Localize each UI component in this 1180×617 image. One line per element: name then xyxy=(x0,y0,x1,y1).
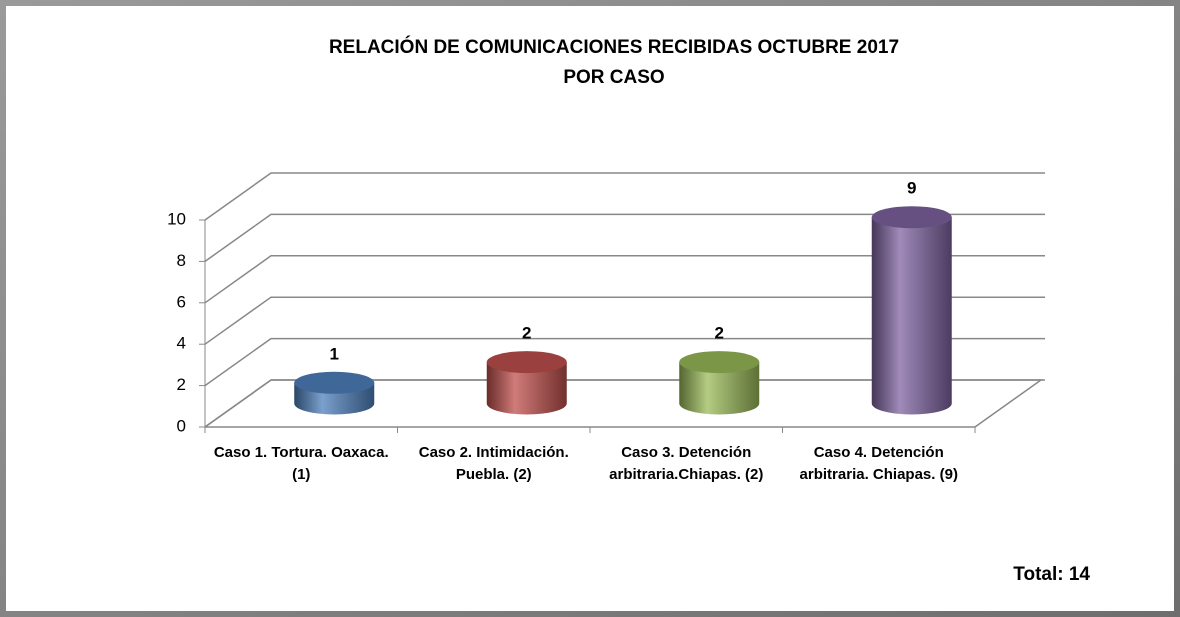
bar xyxy=(294,371,375,415)
bar xyxy=(871,206,952,415)
grid-line xyxy=(204,337,1045,387)
grid-line xyxy=(204,255,1045,304)
chart-title: RELACIÓN DE COMUNICACIONES RECIBIDAS OCT… xyxy=(329,36,899,58)
data-label: 2 xyxy=(715,324,724,343)
x-tick-label: Caso 2. Intimidación. Puebla. (2) xyxy=(418,444,569,483)
bar-body xyxy=(486,362,567,415)
annotation: Total: 14 xyxy=(1013,564,1090,585)
data-label: 2 xyxy=(522,324,531,343)
y-tick-label: 2 xyxy=(177,375,186,394)
data-label: 9 xyxy=(907,179,916,198)
data-label: 1 xyxy=(330,344,339,363)
y-tick-label: 6 xyxy=(177,292,186,311)
grid-line xyxy=(204,296,1045,345)
grid-line xyxy=(204,379,1045,428)
bar-body xyxy=(871,217,952,415)
bar xyxy=(486,351,567,415)
chart-title: POR CASO xyxy=(563,67,664,88)
x-tick-label: Caso 1. Tortura. Oaxaca. (1) xyxy=(213,444,389,483)
bar xyxy=(679,351,760,415)
y-tick-label: 10 xyxy=(167,209,186,228)
y-tick-label: 4 xyxy=(177,334,186,353)
bar-body xyxy=(679,362,760,415)
bar-top xyxy=(486,351,567,374)
bar-top xyxy=(871,206,952,229)
x-tick-label: Caso 3. Detención arbitraria.Chiapas. (2… xyxy=(609,444,764,483)
y-tick-label: 0 xyxy=(177,416,186,435)
grid-line xyxy=(204,172,1045,221)
y-tick-label: 8 xyxy=(177,251,186,270)
bar-top xyxy=(294,371,375,394)
bar-top xyxy=(679,351,760,374)
grid-line xyxy=(204,213,1045,263)
x-tick-label: Caso 4. Detención arbitraria. Chiapas. (… xyxy=(799,444,958,483)
